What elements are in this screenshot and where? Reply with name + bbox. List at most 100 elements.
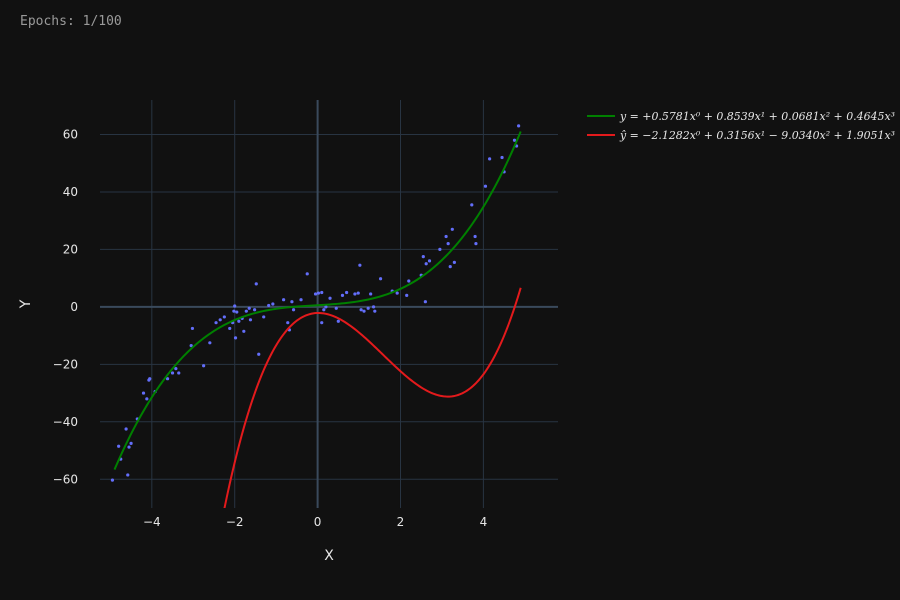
data-point: [177, 371, 181, 375]
data-point: [358, 263, 362, 267]
data-point: [286, 321, 290, 325]
data-point: [174, 367, 178, 371]
data-point: [483, 184, 488, 188]
data-point: [244, 309, 248, 313]
data-point: [345, 290, 349, 295]
data-point: [141, 391, 146, 395]
data-point: [448, 265, 452, 269]
data-point: [334, 306, 338, 310]
data-point: [242, 329, 246, 333]
data-point: [421, 254, 425, 259]
data-point: [336, 319, 340, 323]
data-point: [190, 326, 195, 331]
data-point: [369, 292, 373, 296]
data-point: [145, 397, 149, 401]
y-tick-label: −40: [53, 415, 78, 429]
legend-item-predicted[interactable]: ŷ = −2.1282x⁰ + 0.3156x¹ − 9.0340x² + 1.…: [587, 129, 895, 142]
data-point: [237, 319, 241, 323]
y-axis-title: Y: [18, 299, 34, 309]
data-point: [500, 155, 504, 160]
data-point: [262, 315, 266, 319]
data-point: [208, 341, 212, 345]
data-point: [444, 234, 448, 239]
data-point: [165, 377, 170, 381]
legend-label: y = +0.5781x⁰ + 0.8539x¹ + 0.0681x² + 0.…: [619, 110, 895, 123]
data-point: [423, 300, 427, 304]
data-point: [232, 309, 236, 313]
data-point: [110, 478, 115, 482]
data-point: [322, 308, 326, 312]
data-point: [248, 318, 253, 322]
data-point: [356, 291, 360, 295]
data-point: [127, 445, 131, 449]
data-point: [427, 259, 432, 263]
data-point: [148, 377, 152, 381]
data-point: [353, 292, 357, 296]
data-point: [450, 227, 454, 231]
data-point: [371, 305, 376, 309]
zero-lines: [100, 100, 558, 508]
data-point: [170, 371, 175, 375]
data-point: [129, 441, 133, 445]
data-point: [247, 306, 251, 310]
legend[interactable]: y = +0.5781x⁰ + 0.8539x¹ + 0.0681x² + 0.…: [587, 110, 895, 142]
data-point: [320, 321, 324, 325]
data-point: [257, 352, 261, 356]
data-point: [233, 304, 237, 308]
data-point: [405, 293, 409, 297]
data-point: [253, 308, 257, 312]
data-point: [470, 203, 474, 207]
x-tick-label: −2: [226, 515, 244, 529]
data-point: [254, 282, 258, 286]
y-tick-label: 20: [63, 242, 78, 256]
data-point: [488, 157, 492, 161]
data-points: [110, 124, 521, 482]
data-point: [474, 242, 478, 246]
legend-label: ŷ = −2.1282x⁰ + 0.3156x¹ − 9.0340x² + 1.…: [619, 129, 895, 142]
data-point: [222, 315, 226, 319]
data-point: [379, 277, 383, 281]
data-point: [214, 321, 218, 325]
data-point: [517, 124, 521, 128]
data-point: [282, 298, 286, 302]
data-point: [373, 309, 377, 313]
true-curve-line: [113, 131, 522, 470]
data-point: [324, 305, 328, 309]
data-point: [328, 296, 332, 300]
data-point: [313, 292, 318, 296]
data-point: [395, 291, 399, 295]
data-point: [407, 279, 411, 283]
data-point: [340, 293, 345, 297]
data-point: [359, 308, 363, 312]
predicted-curve-line: [223, 287, 522, 508]
x-tick-label: 0: [314, 515, 322, 529]
data-point: [228, 326, 232, 331]
data-point: [362, 309, 366, 313]
data-point: [290, 300, 294, 304]
data-point: [446, 242, 450, 246]
data-point: [202, 364, 206, 368]
data-point: [366, 306, 370, 310]
y-tick-label: −60: [53, 472, 78, 486]
y-tick-label: 40: [63, 185, 78, 199]
data-point: [305, 272, 309, 276]
y-tick-label: −20: [53, 357, 78, 371]
data-point: [452, 260, 456, 264]
x-tick-label: 2: [397, 515, 405, 529]
curves: [113, 131, 522, 508]
y-tick-label: 60: [63, 127, 78, 141]
y-tick-label: 0: [70, 300, 78, 314]
data-point: [512, 138, 517, 142]
data-point: [124, 427, 128, 431]
data-point: [299, 298, 303, 302]
data-point: [316, 291, 321, 295]
data-point: [218, 318, 222, 322]
data-point: [117, 444, 121, 448]
data-point: [189, 344, 193, 348]
data-point: [320, 290, 324, 295]
legend-item-true[interactable]: y = +0.5781x⁰ + 0.8539x¹ + 0.0681x² + 0.…: [587, 110, 895, 123]
grid-lines: [100, 100, 558, 508]
data-point: [271, 302, 275, 306]
